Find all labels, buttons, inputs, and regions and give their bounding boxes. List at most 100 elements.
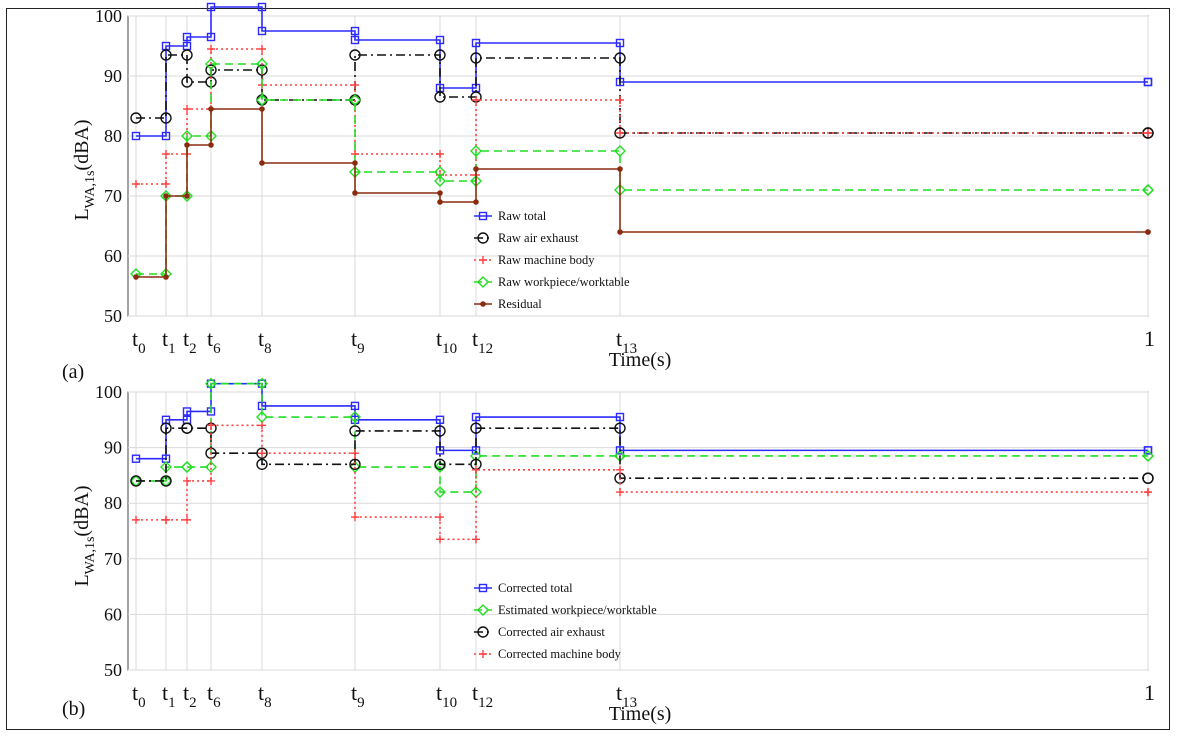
data-point [473, 166, 479, 172]
x-tick-label: t9 [351, 326, 365, 357]
data-point [470, 145, 482, 157]
data-point [477, 276, 489, 288]
data-point [207, 421, 215, 430]
data-point [1142, 184, 1154, 196]
data-point [132, 180, 140, 188]
data-point [434, 91, 446, 103]
x-tick-label: 1 [1144, 326, 1155, 351]
x-tick-label: t1 [162, 680, 176, 711]
data-point [471, 412, 481, 422]
y-tick-label: 80 [104, 126, 122, 146]
data-point [160, 422, 172, 434]
panel-label: (a) [62, 361, 84, 383]
data-point [351, 449, 359, 458]
data-point [477, 232, 489, 244]
legend-entry: Residual [498, 297, 542, 311]
x-tick-label: t6 [207, 680, 221, 711]
data-point [258, 449, 266, 458]
data-point [349, 425, 361, 437]
x-tick-label: t12 [472, 326, 493, 357]
y-tick-label: 80 [104, 493, 122, 513]
y-tick-label: 70 [104, 549, 122, 569]
data-point [616, 465, 624, 474]
data-point [1142, 472, 1154, 484]
data-point [160, 49, 172, 61]
data-point [351, 81, 359, 89]
x-tick-label: t10 [436, 326, 457, 357]
data-point [1145, 229, 1151, 235]
data-point [616, 96, 624, 104]
data-point [436, 513, 444, 522]
data-point [615, 38, 625, 48]
plot-area [127, 15, 1149, 317]
data-point [470, 422, 482, 434]
data-point [208, 142, 214, 148]
y-tick-label: 100 [95, 382, 122, 402]
series-line [136, 382, 1148, 493]
x-tick-label: t10 [436, 680, 457, 711]
data-point [350, 26, 360, 36]
data-point [207, 45, 215, 53]
data-point [349, 411, 361, 424]
panel-label: (b) [62, 698, 85, 720]
data-point [130, 112, 142, 124]
y-tick-label: 90 [104, 438, 122, 458]
y-tick-label: 60 [104, 604, 122, 624]
data-point [1143, 77, 1153, 87]
data-point [472, 535, 480, 544]
data-point [205, 461, 217, 474]
data-point [478, 583, 488, 593]
data-point [181, 130, 193, 142]
legend-entry: Raw machine body [498, 253, 595, 267]
data-point [259, 160, 265, 166]
x-tick-label: t8 [258, 680, 272, 711]
x-axis-label: Time(s) [609, 703, 672, 725]
data-point [162, 515, 170, 524]
x-tick-label: t13 [616, 326, 637, 357]
series-residual [133, 106, 1151, 280]
x-tick-label: t9 [351, 680, 365, 711]
x-tick-label: t0 [132, 326, 146, 357]
data-point [1142, 449, 1154, 462]
data-point [132, 515, 140, 524]
data-point [1144, 488, 1152, 497]
series-line [136, 63, 1148, 275]
data-point [160, 475, 172, 487]
data-point [614, 127, 626, 139]
x-tick-label: t2 [183, 326, 197, 357]
data-point [435, 415, 445, 424]
data-point [206, 32, 216, 42]
data-point [183, 515, 191, 524]
x-tick-label: t13 [616, 680, 637, 711]
data-point [434, 486, 446, 499]
plot-area [127, 391, 1149, 671]
data-point [479, 650, 487, 658]
data-point [206, 2, 216, 12]
data-point [616, 129, 624, 137]
legend-entry: Raw air exhaust [498, 231, 579, 245]
data-point [349, 458, 361, 470]
data-point [437, 190, 443, 196]
data-point [256, 447, 268, 459]
data-point [131, 454, 141, 463]
data-point [435, 35, 445, 45]
data-point [162, 150, 170, 158]
y-tick-label: 100 [95, 6, 122, 26]
data-point [181, 190, 193, 202]
data-point [349, 49, 361, 61]
chart-panel-b: 50 60 70 80 90 100 t0 t1 t2 t6 t8 t9 t10 t12 t13 1 Time(… [62, 377, 1155, 725]
legend-entry: Raw workpiece/worktable [498, 275, 630, 289]
y-axis-label: LWA,1s(dBA) [71, 485, 98, 586]
data-point [434, 175, 446, 187]
legend: Raw total Raw air exhaust Raw machine body… [474, 209, 630, 311]
data-point [1143, 446, 1153, 455]
data-point [163, 193, 169, 199]
y-tick-label: 60 [104, 246, 122, 266]
data-point [162, 180, 170, 188]
x-tick-label: t6 [207, 326, 221, 357]
data-point [352, 160, 358, 166]
data-point [434, 49, 446, 61]
data-point [472, 96, 480, 104]
x-tick-label: t8 [258, 326, 272, 357]
